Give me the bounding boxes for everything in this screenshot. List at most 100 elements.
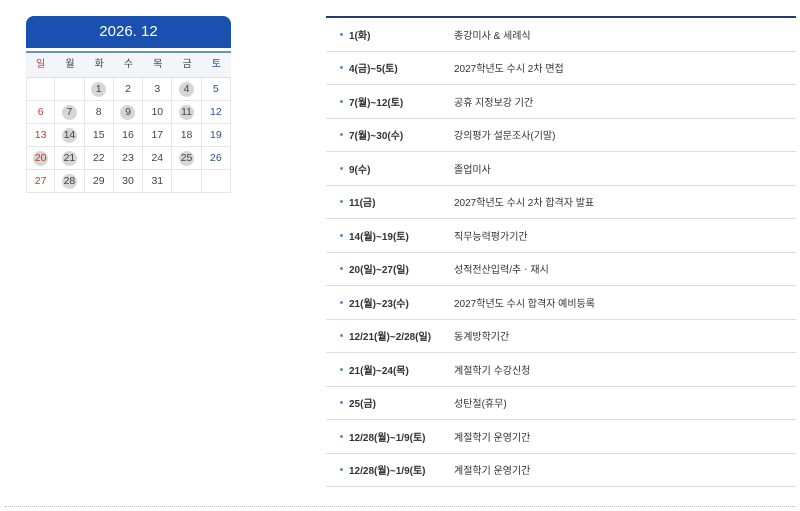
event-title: 졸업미사 <box>454 164 491 176</box>
day-number: 19 <box>210 129 222 141</box>
calendar-day[interactable]: 26 <box>201 147 231 170</box>
bullet-icon <box>340 166 343 170</box>
event-title: 계절학기 수강신청 <box>454 365 531 377</box>
calendar-day[interactable]: 5 <box>201 78 231 101</box>
day-number: 18 <box>180 129 193 141</box>
bullet-icon <box>340 367 343 371</box>
day-number: 23 <box>122 152 134 164</box>
day-number: 1 <box>91 81 107 97</box>
event-title: 성탄절(휴무) <box>454 399 507 411</box>
event-title: 계절학기 운영기간 <box>454 466 531 478</box>
calendar-day[interactable]: 4 <box>172 78 202 101</box>
calendar-day[interactable]: 30 <box>113 170 144 193</box>
calendar-day[interactable]: 1 <box>84 78 114 101</box>
event-title: 2027학년도 수시 합격자 예비등록 <box>454 298 595 310</box>
day-number: 14 <box>61 127 77 143</box>
calendar-day[interactable]: 29 <box>84 170 114 193</box>
calendar-day[interactable]: 22 <box>84 147 114 170</box>
calendar-day <box>26 78 56 101</box>
calendar-day[interactable]: 16 <box>113 124 144 147</box>
event-row: 12/28(월)~1/9(토) 계절학기 운영기간 <box>326 420 796 454</box>
calendar-day[interactable]: 31 <box>143 170 173 193</box>
day-number: 9 <box>120 104 136 120</box>
calendar-day[interactable]: 25 <box>172 147 202 170</box>
event-row: 12/28(월)~1/9(토) 계절학기 운영기간 <box>326 454 796 487</box>
calendar-day[interactable]: 8 <box>84 101 114 124</box>
day-number: 10 <box>151 106 164 118</box>
day-number: 7 <box>61 104 77 120</box>
calendar-day[interactable]: 18 <box>172 124 202 147</box>
day-number: 20 <box>33 150 49 166</box>
event-title: 직무능력평가기간 <box>454 231 528 243</box>
bullet-icon <box>340 32 343 36</box>
weekday-header: 화 <box>84 53 114 78</box>
calendar-day[interactable]: 27 <box>26 170 56 193</box>
day-number: 21 <box>61 150 77 166</box>
day-number: 29 <box>92 175 105 187</box>
calendar-day[interactable]: 6 <box>26 101 56 124</box>
calendar-day[interactable]: 13 <box>26 124 56 147</box>
event-title: 2027학년도 수시 2차 면접 <box>454 64 564 76</box>
calendar-day[interactable]: 14 <box>55 124 85 147</box>
bullet-icon <box>340 434 343 438</box>
event-title: 강의평가 설문조사(기말) <box>454 131 556 143</box>
day-number: 15 <box>92 129 105 141</box>
calendar-day[interactable]: 2 <box>113 78 144 101</box>
event-date: 25(금) <box>349 399 376 411</box>
day-number: 11 <box>179 104 195 120</box>
event-row: 25(금) 성탄절(휴무) <box>326 387 796 420</box>
day-number: 24 <box>151 152 164 164</box>
event-date: 12/28(월)~1/9(토) <box>349 466 426 478</box>
event-date: 11(금) <box>349 198 376 210</box>
day-number: 26 <box>210 152 222 164</box>
weekday-header: 일 <box>26 53 56 78</box>
calendar-day[interactable]: 23 <box>113 147 144 170</box>
calendar-day[interactable]: 20 <box>26 147 56 170</box>
bullet-icon <box>340 233 343 237</box>
event-row: 12/21(월)~2/28(일) 동계방학기간 <box>326 320 796 353</box>
calendar-title: 2026. 12 <box>26 16 231 48</box>
calendar-day[interactable]: 19 <box>201 124 231 147</box>
calendar-day[interactable]: 17 <box>143 124 173 147</box>
calendar-grid: 일 월 화 수 목 금 토 1 2 3 4 5 6 7 8 9 10 11 12 13 14 15 16 17 18 19 20 21… <box>26 51 231 193</box>
calendar-day[interactable]: 24 <box>143 147 173 170</box>
bullet-icon <box>340 133 343 137</box>
calendar-day[interactable]: 3 <box>143 78 173 101</box>
calendar-day <box>172 170 202 193</box>
calendar-day[interactable]: 7 <box>55 101 85 124</box>
event-title: 2027학년도 수시 2차 합격자 발표 <box>454 198 595 210</box>
calendar-day[interactable]: 10 <box>143 101 173 124</box>
event-title: 공휴 지정보강 기간 <box>454 97 534 109</box>
day-number: 3 <box>154 83 161 95</box>
event-date: 9(수) <box>349 164 371 176</box>
weekday-header: 목 <box>143 53 173 78</box>
calendar-day[interactable]: 21 <box>55 147 85 170</box>
event-date: 1(화) <box>349 30 371 42</box>
calendar-day[interactable]: 28 <box>55 170 85 193</box>
day-number: 17 <box>151 129 164 141</box>
event-title: 종강미사 & 세례식 <box>454 30 531 42</box>
calendar-day[interactable]: 9 <box>113 101 144 124</box>
event-date: 12/21(월)~2/28(일) <box>349 332 432 344</box>
day-number: 27 <box>34 175 47 187</box>
event-date: 7(월)~12(토) <box>349 97 404 109</box>
weekday-header: 금 <box>172 53 202 78</box>
event-row: 1(화) 종강미사 & 세례식 <box>326 18 796 52</box>
bullet-icon <box>340 468 343 472</box>
bullet-icon <box>340 334 343 338</box>
event-row: 20(일)~27(일) 성적전산입력/추ㆍ재시 <box>326 253 796 286</box>
day-number: 25 <box>179 150 195 166</box>
weekday-header: 토 <box>201 53 231 78</box>
bullet-icon <box>340 401 343 405</box>
calendar-day[interactable]: 15 <box>84 124 114 147</box>
event-list: 1(화) 종강미사 & 세례식 4(금)~5(토) 2027학년도 수시 2차 면접 7… <box>326 16 796 487</box>
event-date: 21(월)~24(목) <box>349 365 409 377</box>
event-date: 20(일)~27(일) <box>349 265 409 277</box>
calendar-day[interactable]: 11 <box>172 101 202 124</box>
event-row: 4(금)~5(토) 2027학년도 수시 2차 면접 <box>326 52 796 85</box>
day-number: 8 <box>95 106 102 118</box>
day-number: 13 <box>34 129 47 141</box>
event-row: 9(수) 졸업미사 <box>326 152 796 186</box>
day-number: 30 <box>122 175 134 187</box>
calendar-day[interactable]: 12 <box>201 101 231 124</box>
